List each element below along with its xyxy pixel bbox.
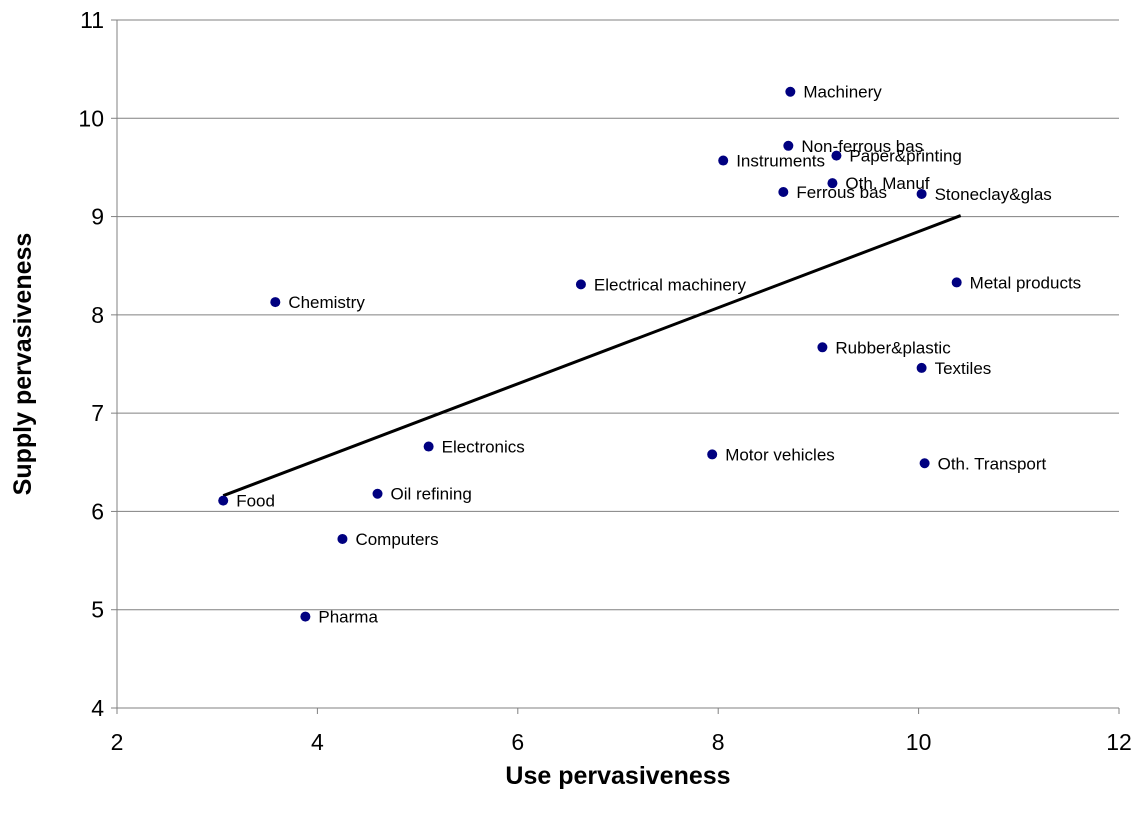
axes [111,19,1120,714]
data-point-label: Motor vehicles [725,445,835,464]
data-point-label: Oth. Manuf [845,174,929,193]
x-tick-label: 12 [1106,729,1132,755]
data-point-label: Non-ferrous bas [801,137,923,156]
data-point-label: Metal products [970,273,1082,292]
data-point-label: Stoneclay&glas [935,185,1052,204]
data-point [300,611,311,622]
data-point [337,533,348,544]
data-point-label: Ferrous bas [796,183,887,202]
data-point-label: Electronics [442,438,525,457]
data-point-label: Textiles [935,359,992,378]
data-point-label: Oil refining [391,485,472,504]
data-point-label: Instruments [736,152,825,171]
data-point [919,458,930,469]
data-point-label: Food [236,492,275,511]
data-point-label: Rubber&plastic [835,338,951,357]
data-point [423,441,434,452]
data-point-label: Electrical machinery [594,275,747,294]
x-tick-label: 6 [511,729,524,755]
data-point [951,277,962,288]
data-point [916,188,927,199]
y-tick-label: 9 [91,204,104,230]
gridlines [117,19,1119,611]
data-point-label: Pharma [318,608,378,627]
trendline-group [222,214,962,498]
x-tick-label: 10 [906,729,932,755]
data-point-label: Chemistry [288,293,365,312]
x-tick-label: 2 [111,729,124,755]
y-axis-title: Supply pervasiveness [9,233,37,496]
y-tick-label: 5 [91,597,104,623]
data-point [783,140,794,151]
data-point [270,297,281,308]
data-point [785,86,796,97]
y-tick-label: 11 [80,7,104,33]
x-tick-label: 4 [311,729,324,755]
y-tick-label: 10 [78,105,104,131]
y-tick-label: 6 [91,498,104,524]
data-point-label: Computers [355,530,438,549]
data-point [831,150,842,161]
y-tick-label: 8 [91,302,104,328]
data-point [718,155,729,166]
y-tick-label: 7 [91,400,104,426]
data-point [575,279,586,290]
trendline [222,214,962,498]
x-tick-label: 8 [712,729,725,755]
data-point [218,495,229,506]
data-point [778,187,789,197]
y-tick-label: 4 [91,695,104,721]
data-point-label: Machinery [803,83,882,102]
data-point-label: Oth. Transport [938,454,1047,473]
data-point [916,362,927,373]
data-point [827,178,838,189]
data-point [817,342,828,353]
data-point [372,488,383,499]
x-axis-title: Use pervasiveness [505,762,730,790]
data-point-label: Paper&printing [849,147,961,166]
data-point [707,449,718,460]
